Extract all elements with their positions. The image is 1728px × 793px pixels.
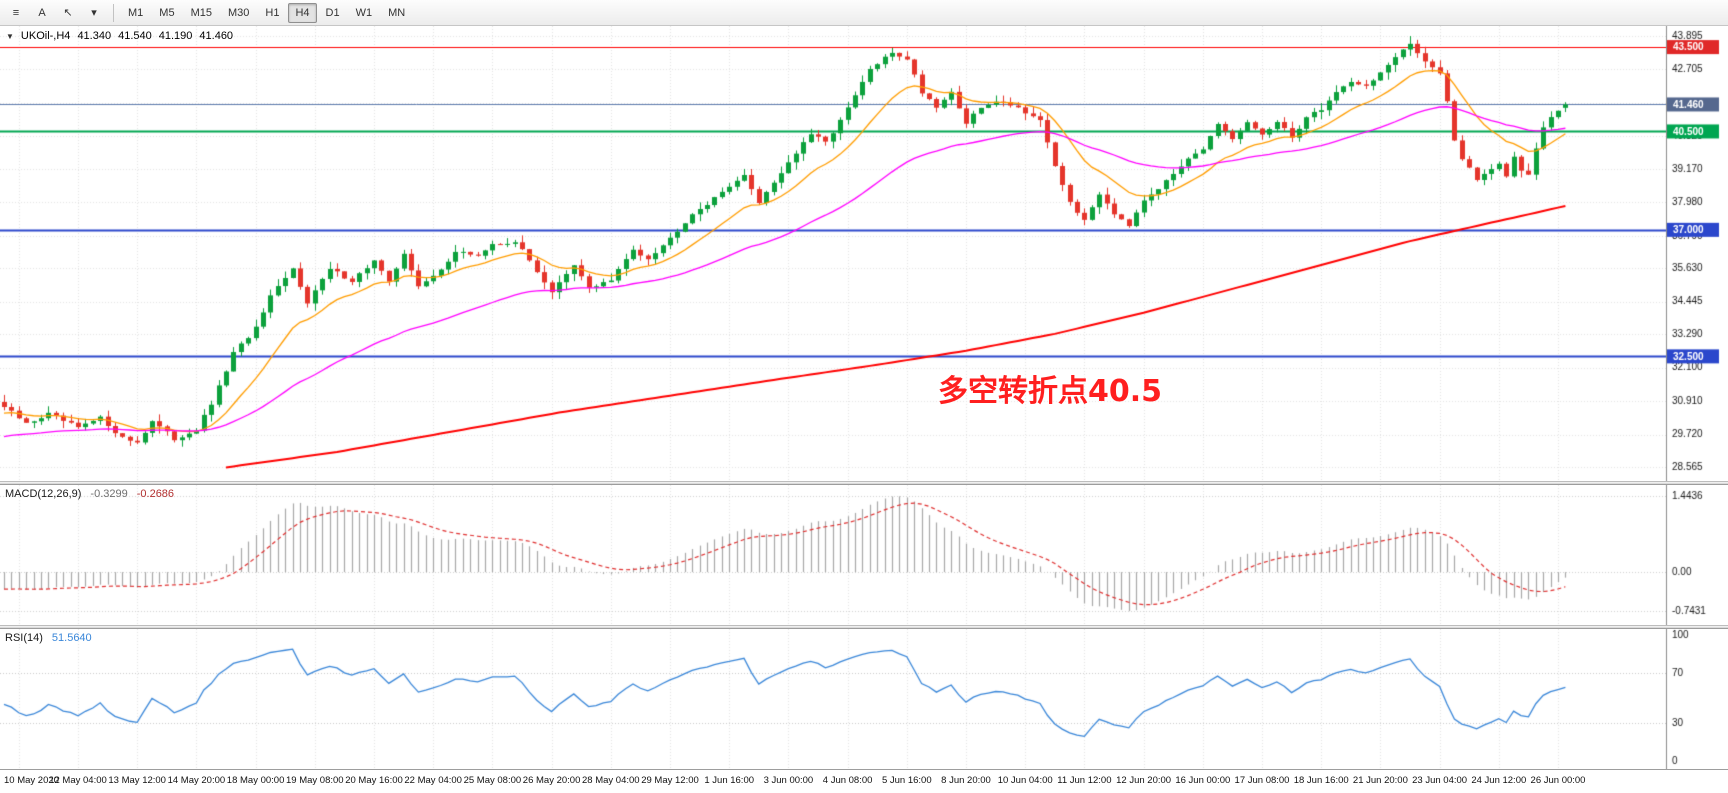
charts-menu-icon: ≡	[12, 6, 20, 19]
ohlc-high: 41.540	[118, 30, 152, 42]
time-axis-label: 19 May 08:00	[286, 775, 344, 786]
time-axis-label: 17 Jun 08:00	[1234, 775, 1290, 786]
timeframe-h4-button[interactable]: H4	[288, 2, 317, 23]
time-axis-label: 1 Jun 16:00	[704, 775, 755, 786]
rsi-panel: RSI(14) 51.5640	[0, 629, 1728, 769]
symbol-name: UKOil-,H4	[20, 30, 71, 42]
time-axis-label: 18 Jun 16:00	[1293, 775, 1349, 786]
time-axis-label: 12 Jun 20:00	[1116, 775, 1172, 786]
time-axis-label: 3 Jun 00:00	[763, 775, 814, 786]
time-axis-label: 10 May 2020	[4, 775, 59, 786]
timeframe-m15-button[interactable]: M15	[190, 6, 212, 19]
rsi-label: RSI(14) 51.5640	[5, 632, 92, 644]
cursor-tool-button[interactable]: ↖	[56, 3, 80, 23]
timeframe-m30-button[interactable]: M30	[227, 6, 250, 19]
ohlc-open: 41.340	[77, 30, 112, 42]
rsi-name: RSI(14)	[5, 632, 43, 644]
time-axis-label: 24 Jun 12:00	[1471, 775, 1527, 786]
timeframe-h1-button[interactable]: H1	[265, 6, 280, 19]
timeframe-w1-button[interactable]: W1	[355, 6, 373, 19]
time-axis[interactable]: 10 May 2020 12 May 04:00 13 May 12:00 14 Ma…	[0, 769, 1728, 793]
rsi-canvas[interactable]	[0, 629, 1728, 769]
timeframe-m1-button[interactable]: M1	[128, 6, 144, 19]
macd-panel: MACD(12,26,9) -0.3299 -0.2686	[0, 485, 1728, 625]
time-axis-label: 10 Jun 04:00	[997, 775, 1053, 786]
time-axis-label: 29 May 12:00	[641, 775, 699, 786]
rsi-value: 51.5640	[51, 632, 92, 644]
timeframe-m5-button[interactable]: M5	[159, 6, 175, 19]
macd-value-signal: -0.2686	[136, 488, 175, 500]
objects-dropdown-button[interactable]: ▾	[82, 3, 106, 23]
ohlc-low: 41.190	[158, 30, 193, 42]
time-axis-label: 16 Jun 00:00	[1175, 775, 1231, 786]
chevron-down-icon: ▾	[91, 7, 97, 19]
time-axis-label: 26 May 20:00	[522, 775, 581, 786]
cursor-icon: ↖	[63, 7, 73, 19]
symbol-info: ▼ UKOil-,H4 41.340 41.540 41.190 41.460	[6, 30, 233, 42]
time-axis-label: 4 Jun 08:00	[822, 775, 873, 786]
chart-text-annotation: 多空转折点40.5	[938, 374, 1163, 409]
collapse-chart-icon[interactable]: ▼	[6, 31, 14, 41]
macd-value-main: -0.3299	[90, 488, 128, 500]
macd-canvas[interactable]	[0, 485, 1728, 625]
time-axis-label: 23 Jun 04:00	[1412, 775, 1468, 786]
toolbar: ≡ A ↖ ▾ M1 M5 M15 M30 H1 H4 D1 W1 MN	[0, 0, 1728, 26]
time-axis-label: 13 May 12:00	[108, 775, 166, 786]
time-axis-label: 11 Jun 12:00	[1057, 775, 1112, 786]
text-label-icon: A	[38, 6, 46, 19]
time-axis-label: 18 May 00:00	[226, 775, 285, 786]
charts-menu-button[interactable]: ≡	[4, 3, 28, 23]
time-axis-label: 28 May 04:00	[582, 775, 640, 786]
panel-separator[interactable]	[0, 625, 1728, 629]
macd-label: MACD(12,26,9) -0.3299 -0.2686	[5, 488, 174, 500]
time-axis-label: 25 May 08:00	[463, 775, 522, 786]
time-axis-label: 22 May 04:00	[404, 775, 462, 786]
macd-name: MACD(12,26,9)	[5, 488, 82, 500]
panel-separator[interactable]	[0, 481, 1728, 485]
time-axis-label: 20 May 16:00	[345, 775, 403, 786]
toolbar-separator	[113, 3, 114, 22]
time-axis-label: 8 Jun 20:00	[941, 775, 991, 786]
ohlc-close: 41.460	[199, 30, 234, 42]
time-axis-label: 12 May 04:00	[49, 775, 107, 786]
time-axis-label: 26 Jun 00:00	[1530, 775, 1586, 786]
time-axis-label: 21 Jun 20:00	[1352, 775, 1408, 786]
time-axis-label: 5 Jun 16:00	[881, 775, 932, 786]
timeframe-mn-button[interactable]: MN	[388, 6, 406, 19]
price-chart-panel: ▼ UKOil-,H4 41.340 41.540 41.190 41.460 …	[0, 26, 1728, 481]
text-label-tool-button[interactable]: A	[30, 3, 54, 23]
time-axis-label: 14 May 20:00	[167, 775, 226, 786]
price-chart-canvas[interactable]	[0, 26, 1728, 481]
timeframe-d1-button[interactable]: D1	[325, 6, 340, 19]
